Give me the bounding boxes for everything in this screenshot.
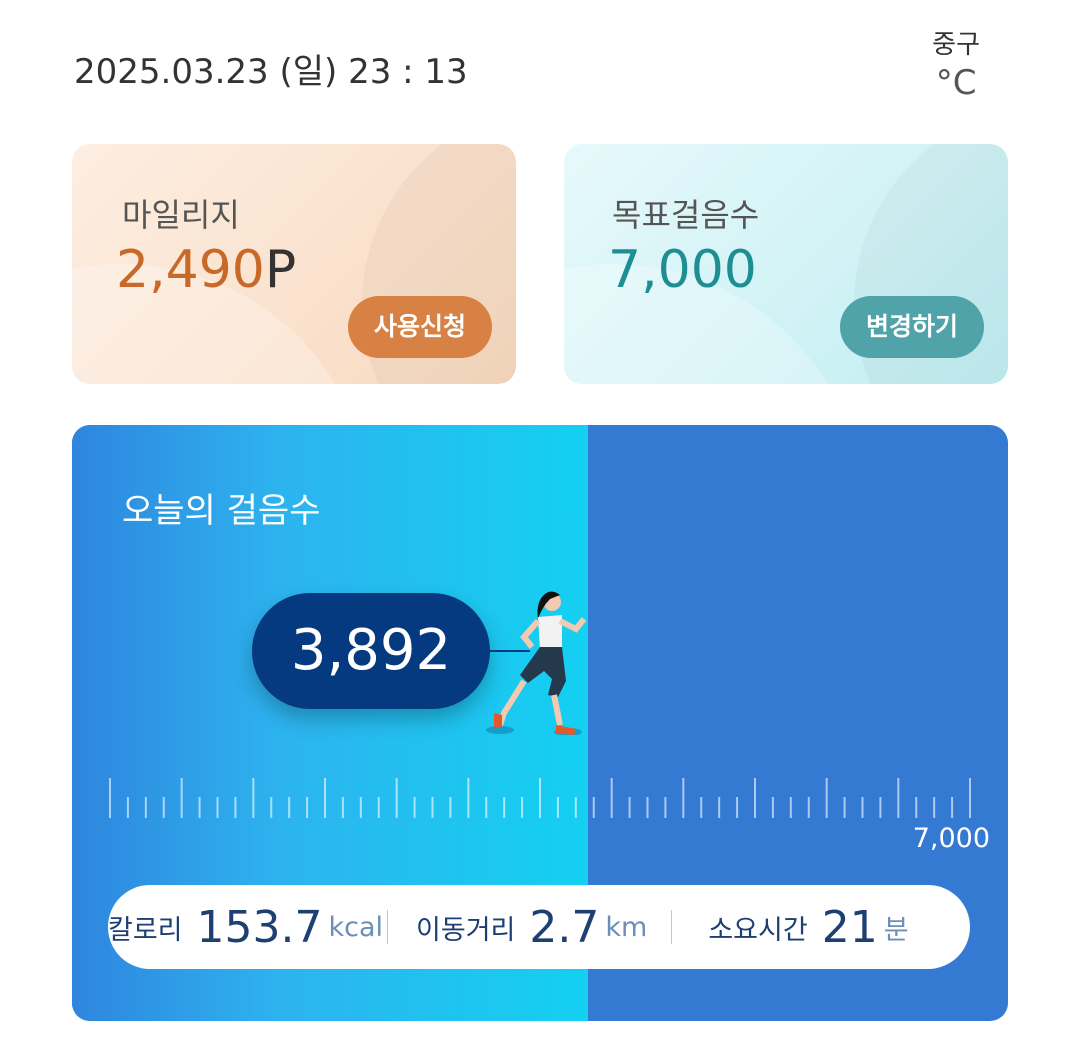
distance-label: 이동거리 — [416, 914, 516, 946]
mileage-title: 마일리지 — [122, 196, 240, 234]
mileage-value: 2,490P — [116, 240, 297, 300]
time-label: 소요시간 — [708, 914, 808, 946]
distance-unit: km — [605, 911, 648, 943]
time-unit: 분 — [883, 914, 909, 946]
calorie-label: 칼로리 — [108, 914, 183, 946]
connector — [490, 650, 530, 652]
goal-title: 목표걸음수 — [612, 196, 760, 234]
time-value: 21 — [821, 901, 878, 953]
goal-scale-label: 7,000 — [912, 823, 990, 854]
stats-bar: 칼로리 153.7 kcal 이동거리 2.7 km 소요시간 21 분 — [108, 885, 970, 969]
use-request-button[interactable]: 사용신청 — [347, 296, 492, 358]
today-title: 오늘의 걸음수 — [122, 491, 321, 531]
calorie-value: 153.7 — [196, 901, 323, 953]
calorie-unit: kcal — [328, 911, 384, 943]
temperature: °C — [935, 63, 977, 103]
weather: 중구 °C — [932, 24, 980, 103]
mileage-card: 마일리지 2,490P 사용신청 — [72, 144, 516, 384]
distance-value: 2.7 — [529, 901, 600, 953]
steps-bubble: 3,892 — [252, 593, 490, 709]
today-steps-card: 오늘의 걸음수 3,892 7,000 칼로리 153.7 kcal 이동거리 2.7… — [72, 425, 1008, 1021]
change-goal-button[interactable]: 변경하기 — [839, 296, 984, 358]
goal-value: 7,000 — [608, 240, 757, 300]
datetime: 2025.03.23 (일) 23 : 13 — [74, 52, 468, 92]
goal-card: 목표걸음수 7,000 변경하기 — [564, 144, 1008, 384]
step-scale — [109, 778, 971, 818]
location: 중구 — [932, 30, 980, 60]
runner-icon — [486, 591, 587, 735]
